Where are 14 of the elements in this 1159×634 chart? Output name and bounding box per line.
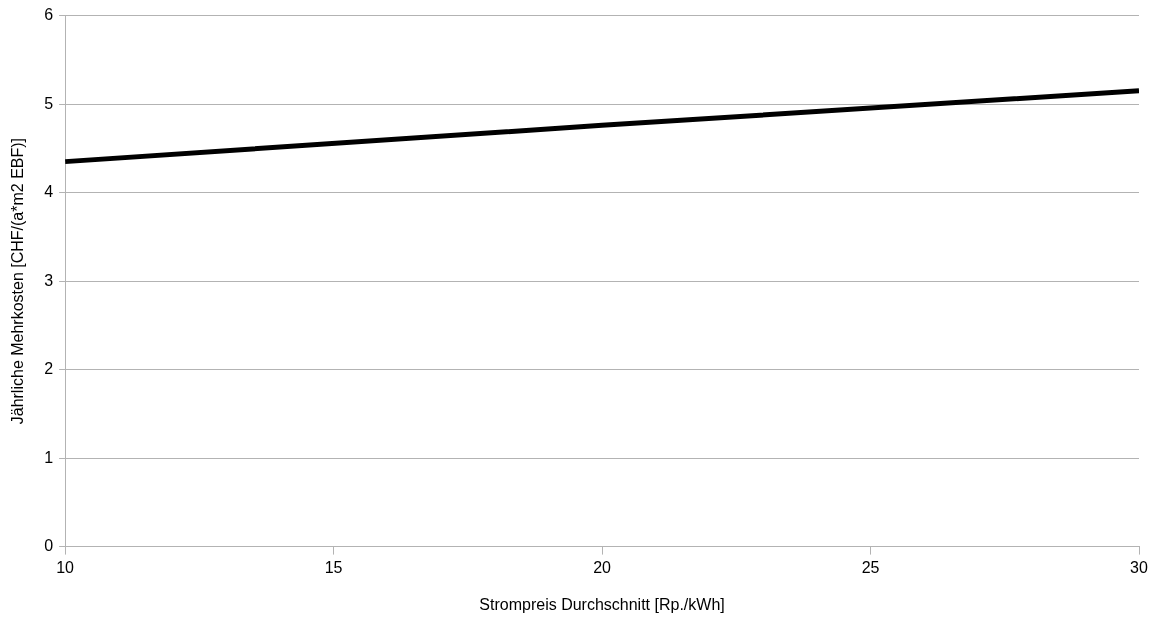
y-tick-label: 4 <box>44 183 54 201</box>
y-axis-title: Jährliche Mehrkosten [CHF/(a*m2 EBF)] <box>9 137 27 425</box>
y-tick-label: 2 <box>44 360 54 378</box>
x-tick-label: 20 <box>593 558 612 576</box>
x-tick-label: 25 <box>861 558 880 576</box>
y-tick-label: 5 <box>44 94 54 112</box>
y-tick-label: 0 <box>44 537 54 555</box>
x-axis-title: Strompreis Durchschnitt [Rp./kWh] <box>479 595 725 613</box>
y-tick-label: 6 <box>44 6 54 24</box>
y-tick-label: 1 <box>44 448 54 466</box>
y-tick-label: 3 <box>44 271 54 289</box>
x-tick-label: 30 <box>1130 558 1148 576</box>
x-tick-label: 10 <box>56 558 75 576</box>
x-tick-label: 15 <box>324 558 343 576</box>
